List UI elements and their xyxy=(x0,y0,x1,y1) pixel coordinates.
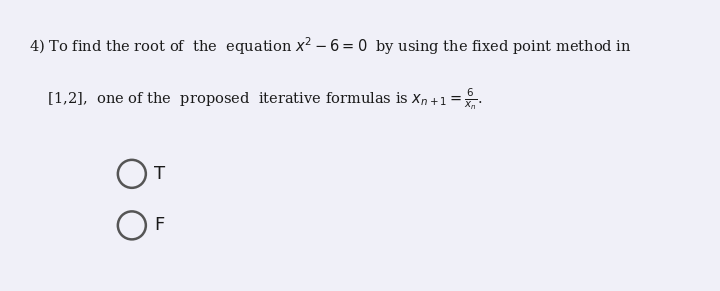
Text: 4) To find the root of  the  equation $x^2 - 6 = 0$  by using the fixed point me: 4) To find the root of the equation $x^2… xyxy=(29,35,631,57)
Text: F: F xyxy=(154,217,164,234)
Text: T: T xyxy=(154,165,165,183)
Text: [1,2],  one of the  proposed  iterative formulas is $x_{n+1} = \frac{6}{x_n}$.: [1,2], one of the proposed iterative for… xyxy=(29,87,482,112)
